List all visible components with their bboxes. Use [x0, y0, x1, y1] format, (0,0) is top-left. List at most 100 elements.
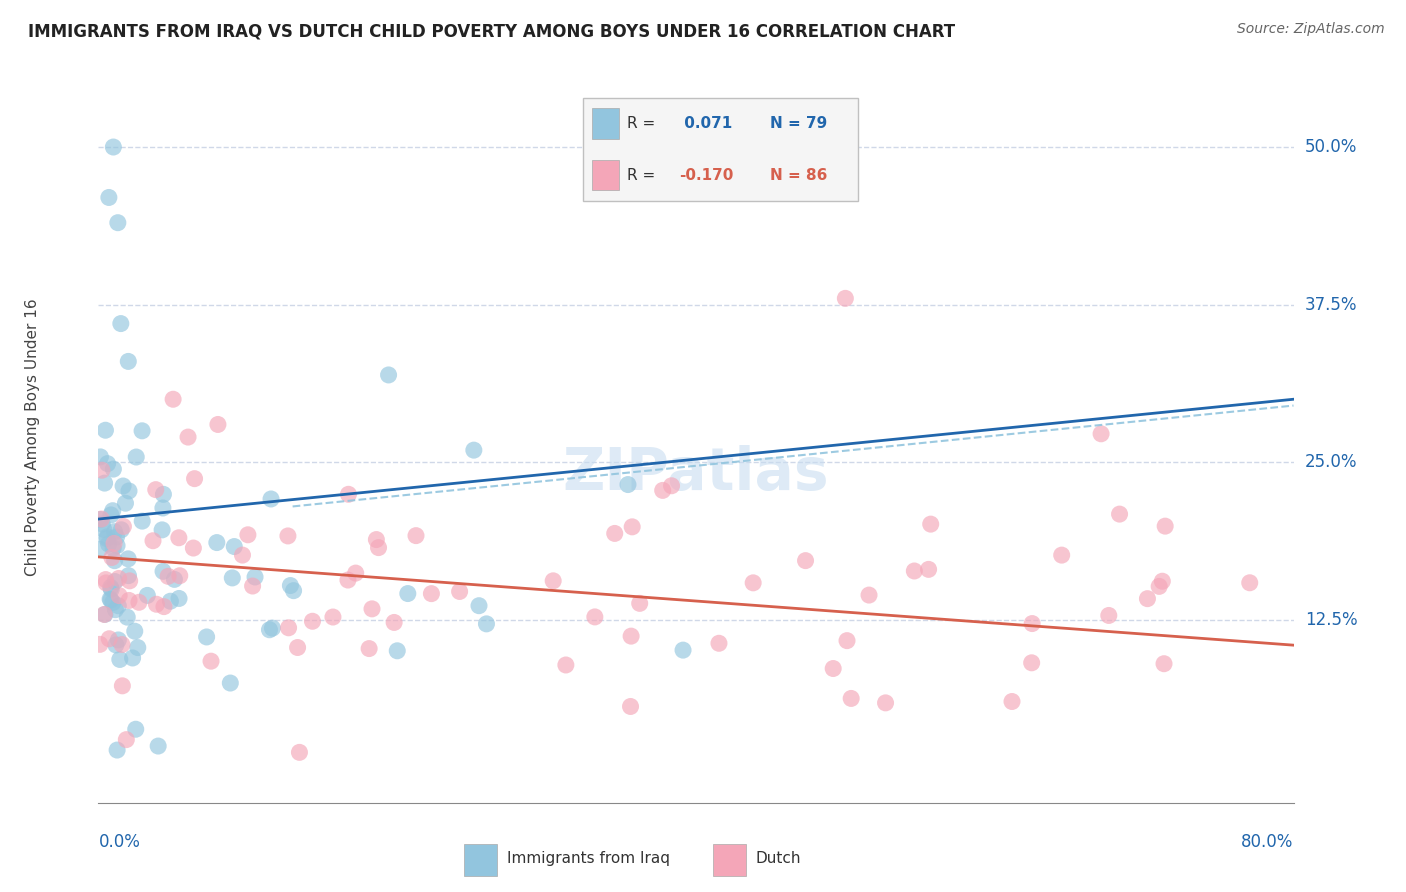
Point [236, 528, 259, 542]
Point [167, 531, 190, 545]
Text: 80.0%: 80.0% [1241, 833, 1294, 851]
Point [103, 536, 125, 550]
Point [177, 430, 200, 444]
Point [107, 572, 129, 586]
Point [148, 739, 170, 753]
Point [118, 593, 141, 607]
Point [621, 520, 644, 534]
FancyBboxPatch shape [713, 844, 747, 876]
Point [125, 723, 148, 737]
Text: 12.5%: 12.5% [1305, 611, 1357, 629]
Text: Immigrants from Iraq: Immigrants from Iraq [508, 851, 671, 866]
Point [1021, 656, 1043, 670]
Text: 25.0%: 25.0% [1305, 453, 1357, 471]
Text: IMMIGRANTS FROM IRAQ VS DUTCH CHILD POVERTY AMONG BOYS UNDER 16 CORRELATION CHAR: IMMIGRANTS FROM IRAQ VS DUTCH CHILD POVE… [28, 22, 955, 40]
Point [322, 610, 344, 624]
Point [152, 500, 174, 515]
Point [835, 633, 858, 648]
Text: Dutch: Dutch [755, 851, 801, 866]
Point [89, 512, 111, 526]
Point [103, 462, 125, 476]
Point [221, 571, 243, 585]
Point [242, 579, 264, 593]
Point [105, 539, 128, 553]
Text: 0.0%: 0.0% [98, 833, 141, 851]
Point [104, 554, 127, 568]
Point [101, 550, 124, 565]
Point [117, 354, 139, 368]
Point [207, 417, 229, 432]
Point [1136, 591, 1159, 606]
Point [150, 523, 173, 537]
Point [89, 637, 111, 651]
Point [112, 519, 135, 533]
Point [100, 580, 122, 594]
Point [89, 542, 111, 557]
FancyBboxPatch shape [592, 160, 619, 190]
Point [153, 599, 176, 614]
Point [382, 615, 405, 630]
Point [91, 516, 114, 531]
Point [121, 651, 143, 665]
Point [449, 584, 471, 599]
Point [104, 574, 127, 589]
Text: R =: R = [627, 168, 661, 183]
Point [1001, 694, 1024, 708]
Point [336, 573, 359, 587]
Point [117, 568, 139, 582]
Point [463, 443, 485, 458]
Point [1108, 507, 1130, 521]
Point [115, 732, 138, 747]
Point [617, 477, 640, 491]
Point [475, 616, 498, 631]
Point [104, 603, 127, 617]
Point [142, 533, 165, 548]
Point [396, 586, 419, 600]
Point [97, 190, 120, 204]
Text: N = 79: N = 79 [770, 116, 827, 131]
Point [100, 582, 122, 597]
Point [301, 614, 323, 628]
Point [377, 368, 399, 382]
Point [1050, 548, 1073, 562]
Point [94, 607, 117, 622]
FancyBboxPatch shape [464, 844, 498, 876]
Point [157, 569, 180, 583]
Text: Source: ZipAtlas.com: Source: ZipAtlas.com [1237, 22, 1385, 37]
Point [107, 632, 129, 647]
Point [834, 291, 856, 305]
Point [108, 652, 131, 666]
Point [127, 640, 149, 655]
Point [858, 588, 880, 602]
Point [115, 610, 138, 624]
Point [344, 566, 367, 580]
Point [541, 574, 564, 588]
Point [183, 541, 205, 555]
Text: -0.170: -0.170 [679, 168, 734, 183]
Point [183, 472, 205, 486]
Point [260, 491, 283, 506]
Point [94, 423, 117, 437]
Point [96, 532, 118, 546]
Point [287, 640, 309, 655]
Point [387, 644, 409, 658]
Point [243, 570, 266, 584]
Point [554, 657, 576, 672]
Point [104, 638, 127, 652]
Point [1098, 608, 1121, 623]
Point [131, 514, 153, 528]
Text: Child Poverty Among Boys Under 16: Child Poverty Among Boys Under 16 [25, 298, 41, 576]
Point [145, 597, 167, 611]
Point [359, 641, 381, 656]
Point [91, 463, 114, 477]
Point [93, 607, 115, 622]
Point [103, 140, 125, 154]
Point [105, 530, 128, 544]
Point [94, 576, 117, 591]
Point [651, 483, 673, 498]
Point [337, 487, 360, 501]
Point [262, 621, 284, 635]
Point [89, 450, 111, 464]
Point [288, 745, 311, 759]
Text: R =: R = [627, 116, 661, 131]
